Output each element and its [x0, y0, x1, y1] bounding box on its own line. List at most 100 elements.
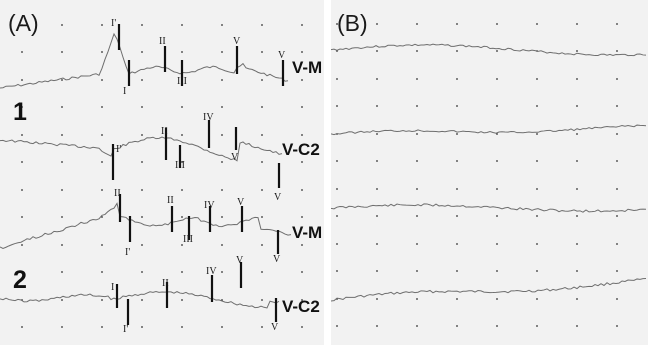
grid-dot	[221, 24, 223, 26]
grid-dot	[141, 106, 143, 108]
grid-dot	[376, 325, 378, 327]
grid-dot	[301, 189, 303, 191]
grid-dot	[536, 133, 538, 135]
panel-b-label: (B)	[337, 10, 368, 36]
grid-dot	[221, 244, 223, 246]
grid-dot	[616, 78, 618, 80]
grid-dot	[261, 51, 263, 53]
grid-dot	[221, 134, 223, 136]
trace-2-marker-label: IV	[203, 112, 214, 123]
grid-dot	[416, 243, 418, 245]
grid-dot	[456, 325, 458, 327]
grid-dot	[376, 50, 378, 52]
grid-dot	[181, 299, 183, 301]
grid-dot	[536, 215, 538, 217]
grid-dot	[456, 105, 458, 107]
grid-dot	[416, 105, 418, 107]
grid-dot	[21, 326, 23, 328]
trace-3-marker-label: V	[237, 197, 245, 208]
grid-dot	[141, 216, 143, 218]
grid-dot	[456, 78, 458, 80]
grid-dot	[261, 24, 263, 26]
trace-2-marker-label: III	[175, 160, 185, 171]
trace-2-marker-label: I'	[116, 144, 121, 155]
grid-dot	[456, 215, 458, 217]
grid-dot	[416, 23, 418, 25]
grid-dot	[141, 271, 143, 273]
grid-dot	[181, 106, 183, 108]
grid-dot	[336, 188, 338, 190]
grid-dot	[61, 244, 63, 246]
grid-dot	[61, 24, 63, 26]
grid-dot	[301, 271, 303, 273]
grid-dot	[181, 271, 183, 273]
grid-dot	[141, 24, 143, 26]
grid-dot	[261, 79, 263, 81]
grid-dot	[61, 189, 63, 191]
grid-dot	[261, 326, 263, 328]
grid-dot	[616, 270, 618, 272]
trace-3	[0, 202, 292, 249]
grid-dot	[21, 51, 23, 53]
grid-dot	[456, 188, 458, 190]
grid-dot	[496, 298, 498, 300]
grid-dot	[61, 216, 63, 218]
recording-2-number: 2	[13, 266, 27, 294]
grid-dot	[261, 106, 263, 108]
grid-dot	[496, 105, 498, 107]
grid-dot	[536, 23, 538, 25]
grid-dot	[416, 188, 418, 190]
grid-dot	[61, 134, 63, 136]
grid-dot	[141, 299, 143, 301]
trace-4-marker-label: V	[236, 255, 244, 266]
grid-dot	[376, 23, 378, 25]
grid-dot	[456, 270, 458, 272]
grid-dot	[536, 270, 538, 272]
grid-dot	[261, 189, 263, 191]
lead-label-v-c2-1: V-C2	[282, 140, 320, 159]
grid-dot	[336, 23, 338, 25]
grid-dot	[496, 325, 498, 327]
grid-dot	[576, 50, 578, 52]
grid-dot	[21, 24, 23, 26]
grid-dot	[456, 133, 458, 135]
grid-dot	[21, 106, 23, 108]
grid-dot	[61, 299, 63, 301]
grid-dot	[21, 271, 23, 273]
grid-dot	[456, 160, 458, 162]
grid-dot	[616, 133, 618, 135]
grid-dot	[301, 24, 303, 26]
grid-dot	[496, 78, 498, 80]
grid-dot	[61, 106, 63, 108]
grid-dot	[261, 271, 263, 273]
grid-dot	[101, 161, 103, 163]
trace-2-marker-label: V	[231, 152, 239, 163]
grid-dot	[101, 299, 103, 301]
grid-dot	[21, 161, 23, 163]
lead-label-v-m-1: V-M	[292, 58, 323, 77]
grid-dot	[336, 325, 338, 327]
grid-dot	[536, 298, 538, 300]
grid-dot	[416, 270, 418, 272]
grid-dot	[616, 105, 618, 107]
trace-4-marker-label: V	[271, 322, 279, 333]
grid-dot	[576, 298, 578, 300]
grid-dot	[181, 161, 183, 163]
trace-b-3	[331, 203, 647, 213]
grid-dot	[376, 133, 378, 135]
grid-dot	[376, 243, 378, 245]
grid-dot	[416, 215, 418, 217]
panel-a: I' I II III V V I' II III IV V V II I' II III IV V V I I' II I…	[0, 0, 324, 345]
trace-1-marker-label: III	[177, 76, 187, 87]
grid-dot	[376, 105, 378, 107]
grid-dot	[536, 325, 538, 327]
grid-dot	[616, 23, 618, 25]
trace-4-marker-label: IV	[206, 266, 217, 277]
grid-dots	[336, 23, 618, 327]
grid-dot	[301, 216, 303, 218]
grid-dot	[336, 215, 338, 217]
grid-dot	[301, 326, 303, 328]
panel-a-label: (A)	[8, 10, 39, 36]
grid-dot	[301, 244, 303, 246]
lead-label-v-c2-2: V-C2	[282, 297, 320, 316]
